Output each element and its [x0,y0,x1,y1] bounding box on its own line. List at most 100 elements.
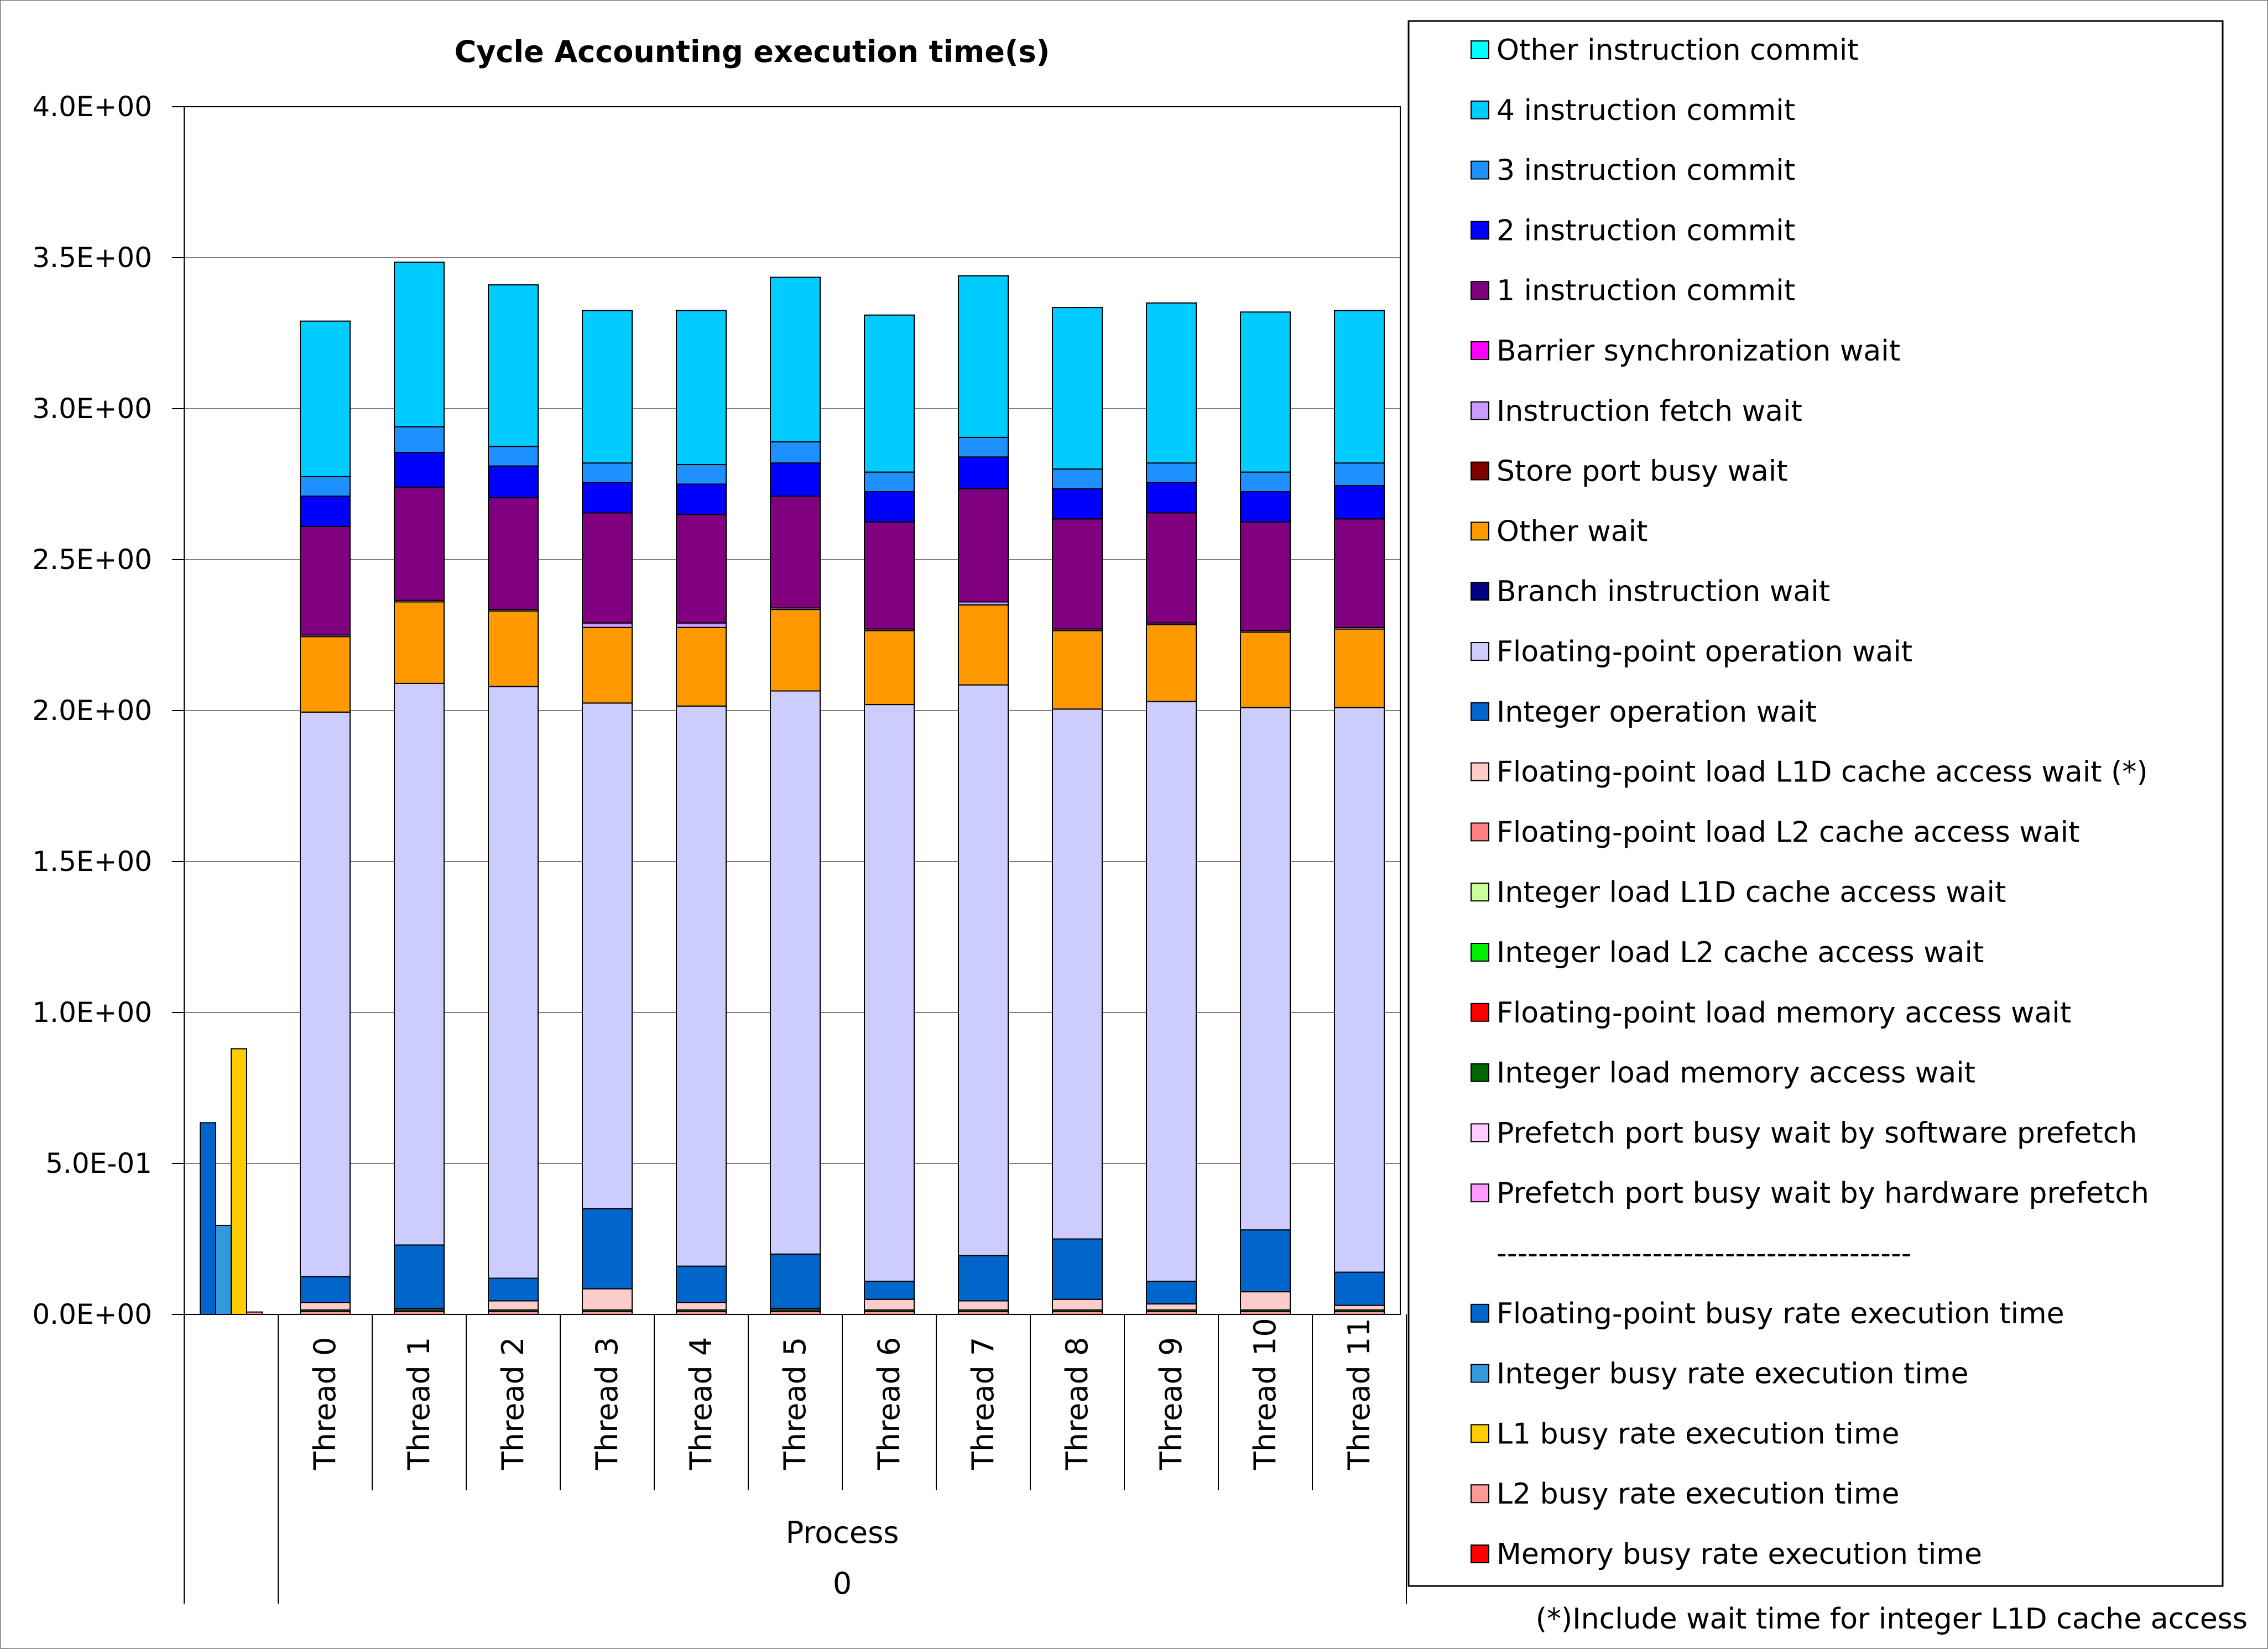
bar-segment [582,462,633,483]
bar-segment [1052,708,1103,1240]
legend-swatch [1471,1544,1489,1563]
bar-segment [1052,518,1103,630]
bar-segment [770,276,821,443]
legend-swatch [1471,582,1489,601]
bar-segment [300,525,351,636]
legend-swatch [1471,221,1489,240]
bar-segment [1240,1291,1291,1311]
x-tick-label: Thread 2 [496,1337,530,1470]
legend-swatch [1471,160,1489,180]
bar-segment [300,1276,351,1303]
bar-segment [1146,701,1197,1282]
bar-segment [582,627,633,704]
legend-swatch [1471,281,1489,300]
bar-segment [770,1253,821,1309]
bar-segment [488,1277,539,1302]
x-tick-label: Thread 0 [307,1337,342,1470]
legend-label: Floating-point busy rate execution time [1497,1297,2064,1330]
x-tick-label: Thread 7 [966,1337,1000,1470]
bar-segment [488,446,539,467]
bar-segment [958,456,1009,489]
bar-segment [300,495,351,527]
bar-segment [1334,518,1385,628]
legend-label: Integer operation wait [1497,696,1817,729]
bar-segment [864,1280,915,1300]
legend-label: Floating-point load L1D cache access wai… [1497,756,2148,789]
bar-segment [1334,310,1385,464]
legend-swatch [1471,401,1489,420]
legend-swatch [1471,100,1489,119]
legend-swatch [1471,642,1489,661]
bar-segment [676,1265,727,1303]
legend-swatch [1471,1364,1489,1383]
bar-segment [1146,1280,1197,1304]
legend-swatch [1471,1003,1489,1022]
x-tick-label: Thread 3 [590,1337,624,1470]
legend-swatch [1471,1424,1489,1443]
legend-swatch [1471,1063,1489,1082]
legend-label: Integer load L2 cache access wait [1497,936,1984,969]
bar-segment [1240,311,1291,473]
legend-label: Floating-point operation wait [1497,635,1912,669]
bar-segment [582,1208,633,1290]
busy-rate-bar [215,1224,232,1315]
legend-swatch [1471,702,1489,721]
legend-label: 1 instruction commit [1497,274,1795,307]
group-value: 0 [833,1566,852,1601]
bar-segment [1334,1304,1385,1311]
bar-segment [1240,1229,1291,1293]
busy-rate-bar [200,1122,216,1316]
bar-segment [300,476,351,497]
bar-segment [488,284,539,447]
legend-label: Floating-point load L2 cache access wait [1497,816,2080,849]
bar-segment [1240,521,1291,632]
bar-segment [394,682,445,1246]
bar-segment [394,262,445,427]
bar-segment [582,1288,633,1311]
bar-segment [1240,707,1291,1231]
bar-segment [676,310,727,466]
bar-segment [676,514,727,624]
bar-segment [864,1298,915,1311]
x-tick-label: Thread 8 [1060,1337,1094,1470]
legend-label: 3 instruction commit [1497,154,1795,187]
bar-segment [864,521,915,630]
bar-segment [300,320,351,477]
bar-segment [1146,624,1197,702]
legend-box [1407,20,2224,1587]
legend-label: Store port busy wait [1497,455,1788,488]
busy-rate-bar [231,1048,247,1316]
bar-segment [958,604,1009,686]
bar-segment [1334,707,1385,1273]
bar-segment [676,622,727,628]
bar-segment [676,627,727,707]
legend-label: 2 instruction commit [1497,214,1795,247]
bar-segment [1052,1298,1103,1311]
bar-segment [300,1302,351,1311]
bar-segment [1052,1238,1103,1300]
y-tick-label: 1.5E+00 [32,846,152,878]
x-tick-label: Thread 6 [872,1337,906,1470]
bar-segment [1146,1303,1197,1311]
bar-segment [1240,471,1291,493]
y-tick-label: 3.5E+00 [32,242,152,274]
legend-swatch [1471,1183,1489,1203]
bar-segment [1334,1271,1385,1306]
bar-segment [958,1255,1009,1302]
legend-label: Branch instruction wait [1497,575,1830,608]
bar-segment [1052,488,1103,520]
bar-segment [770,495,821,609]
legend-label: ---------------------------------------- [1497,1237,1912,1270]
bar-segment [770,441,821,464]
bar-segment [864,630,915,706]
bar-segment [864,471,915,493]
bar-segment [394,601,445,684]
y-tick-label: 1.0E+00 [32,996,152,1029]
bar-segment [582,702,633,1209]
bar-segment [394,426,445,453]
bar-segment [488,1300,539,1311]
y-tick-label: 4.0E+00 [32,91,152,123]
bar-segment [488,686,539,1279]
bar-segment [676,705,727,1267]
